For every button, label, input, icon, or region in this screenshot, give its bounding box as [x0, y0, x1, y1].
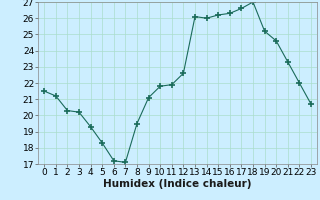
X-axis label: Humidex (Indice chaleur): Humidex (Indice chaleur) — [103, 179, 252, 189]
